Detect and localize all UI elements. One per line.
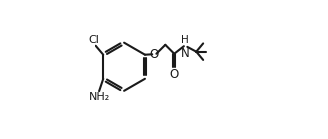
Text: O: O [170,68,179,81]
Text: O: O [149,48,158,60]
Text: NH₂: NH₂ [89,92,110,102]
Text: Cl: Cl [89,35,99,45]
Text: H: H [181,35,189,45]
Text: N: N [181,47,189,60]
